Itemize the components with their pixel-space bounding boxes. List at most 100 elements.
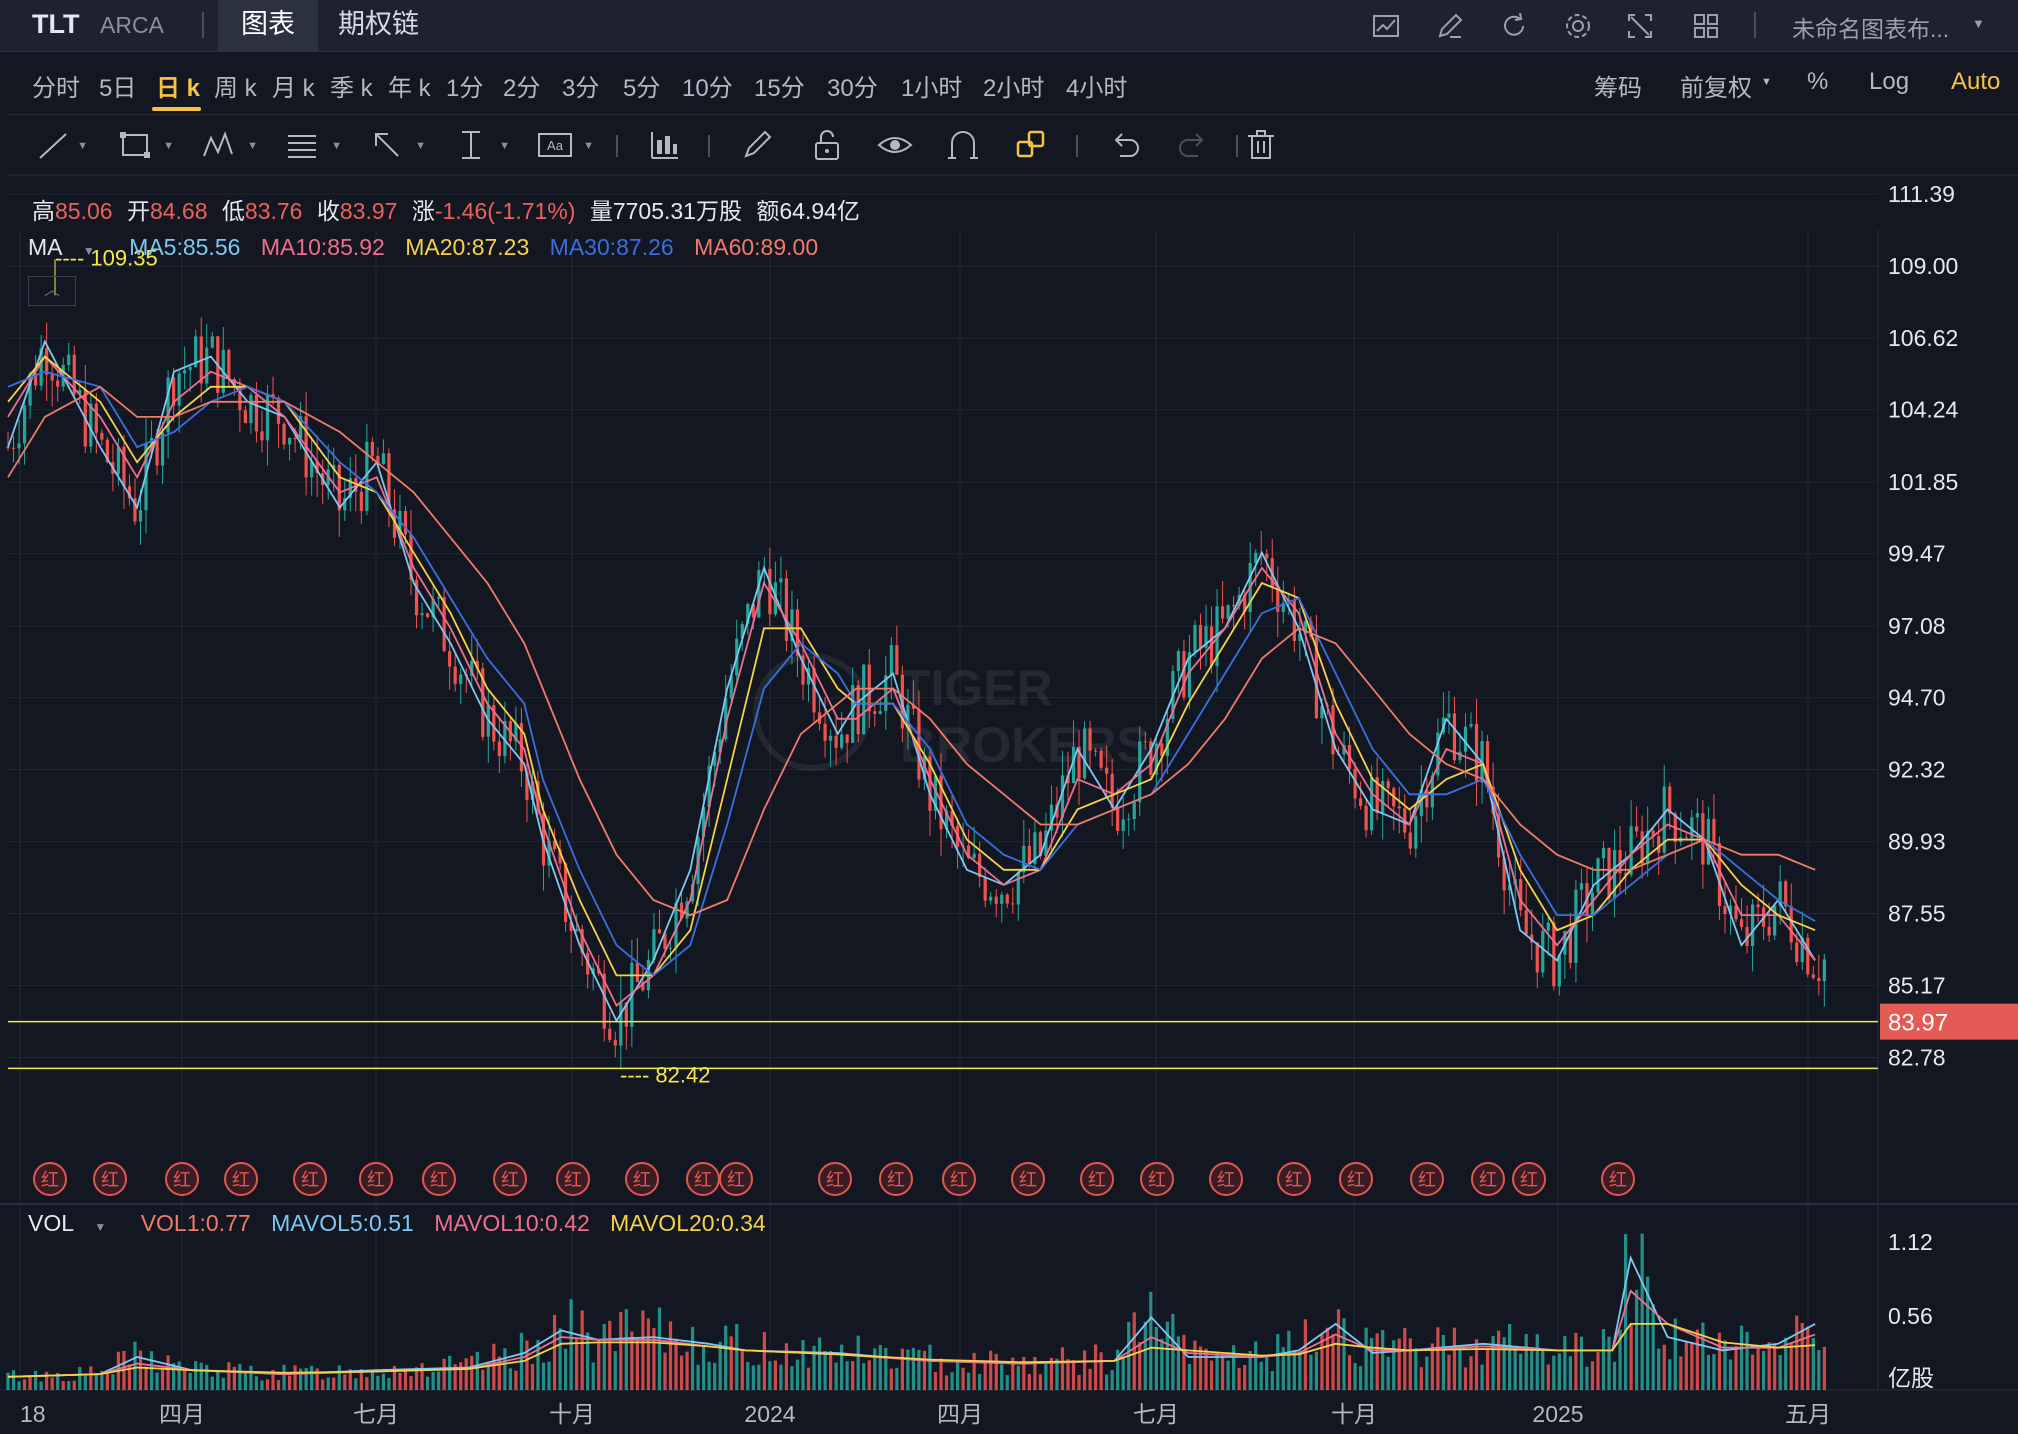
candle-body xyxy=(1474,723,1479,783)
ma-indicator-dropdown[interactable]: MA ▼ xyxy=(28,234,109,260)
volume-bar xyxy=(1347,1355,1352,1390)
candle-body xyxy=(1265,553,1269,559)
indicator-chart-icon[interactable] xyxy=(1368,8,1404,44)
volume-bar xyxy=(409,1376,413,1390)
fibonacci-tool[interactable]: ▼ xyxy=(288,135,342,158)
candle-body xyxy=(1066,775,1070,784)
volume-bar xyxy=(790,1366,794,1390)
price-adjust-dropdown[interactable]: 前复权 xyxy=(1680,75,1752,102)
rectangle-tool[interactable]: ▼ xyxy=(116,126,174,164)
candle-body xyxy=(293,438,297,440)
percent-scale-button[interactable]: % xyxy=(1807,68,1829,95)
period-2min[interactable]: 2分 xyxy=(503,75,541,102)
dividend-badge: 红 xyxy=(1601,1162,1635,1196)
dividend-badge-circle xyxy=(493,1162,527,1196)
period-1hour[interactable]: 1小时 xyxy=(901,75,963,102)
period-yearly[interactable]: 年 k xyxy=(388,75,431,102)
candle-body xyxy=(155,437,159,466)
period-2hour[interactable]: 2小时 xyxy=(983,75,1045,102)
period-15min[interactable]: 15分 xyxy=(754,75,805,102)
auto-scale-button[interactable]: Auto xyxy=(1951,68,2001,95)
candle-body xyxy=(944,810,949,830)
period-5min[interactable]: 5分 xyxy=(623,75,661,102)
candle-body xyxy=(437,597,441,599)
arrow-tool[interactable]: ▼ xyxy=(368,126,426,164)
price-axis-tick: 101.85 xyxy=(1888,469,1958,495)
candle-body xyxy=(840,734,844,748)
candle-body xyxy=(823,723,827,741)
volume-bar xyxy=(1530,1348,1534,1390)
text-tool[interactable]: Aa ▼ xyxy=(536,126,594,164)
link-drawing-icon[interactable] xyxy=(1012,126,1050,164)
settings-gear-icon[interactable] xyxy=(1560,8,1596,44)
dividend-badge: 红 xyxy=(359,1162,393,1196)
candle-body xyxy=(459,674,463,685)
time-axis-label: 四月 xyxy=(159,1401,205,1427)
mavol10-value: MAVOL10:0.42 xyxy=(434,1210,590,1236)
layout-grid-icon[interactable] xyxy=(1688,8,1724,44)
redo-icon[interactable] xyxy=(1174,126,1212,164)
undo-icon[interactable] xyxy=(1106,126,1144,164)
indicator-bars-icon[interactable] xyxy=(646,126,684,164)
visibility-eye-icon[interactable] xyxy=(876,126,914,164)
volume-bar xyxy=(381,1373,386,1390)
low-label: 低 xyxy=(221,198,245,224)
volume-bar xyxy=(784,1343,789,1390)
pattern-tool[interactable]: ▼ xyxy=(200,126,258,164)
symbol-ticker[interactable]: TLT xyxy=(32,9,80,39)
volume-bar xyxy=(1138,1342,1142,1390)
candle-body xyxy=(563,863,568,923)
period-daily[interactable]: 日 k xyxy=(156,75,201,102)
period-quarterly[interactable]: 季 k xyxy=(330,75,373,102)
period-weekly[interactable]: 周 k xyxy=(214,75,257,102)
tab-chart[interactable]: 图表 xyxy=(218,0,318,52)
trend-line-tool[interactable]: ▼ xyxy=(34,126,88,164)
period-1min[interactable]: 1分 xyxy=(446,75,484,102)
volume-bar xyxy=(310,1365,314,1390)
period-monthly[interactable]: 月 k xyxy=(272,75,315,102)
candle-body xyxy=(1397,806,1401,809)
chip-distribution-button[interactable]: 筹码 xyxy=(1594,75,1642,102)
volume-bar xyxy=(707,1361,711,1390)
candle-body xyxy=(1646,830,1650,865)
candle-body xyxy=(641,981,645,991)
volume-bar xyxy=(11,1370,16,1390)
volume-bar xyxy=(398,1372,402,1390)
chevron-down-icon[interactable]: ▼ xyxy=(1972,16,1985,31)
volume-bar xyxy=(1723,1340,1727,1390)
candle-body xyxy=(834,735,838,748)
period-10min[interactable]: 10分 xyxy=(682,75,733,102)
candle-body xyxy=(1485,741,1490,787)
log-scale-button[interactable]: Log xyxy=(1869,68,1910,95)
brush-icon[interactable] xyxy=(738,126,776,164)
divider xyxy=(1076,135,1078,157)
volume-bar xyxy=(856,1335,860,1390)
draw-pen-icon[interactable] xyxy=(1432,8,1468,44)
period-30min[interactable]: 30分 xyxy=(827,75,878,102)
fullscreen-icon[interactable] xyxy=(1622,8,1658,44)
volume-bar xyxy=(575,1338,579,1390)
volume-bar xyxy=(613,1351,617,1390)
price-axis-tick: 89.93 xyxy=(1888,829,1946,855)
measure-tool[interactable]: ▼ xyxy=(462,131,510,159)
delete-trash-icon[interactable] xyxy=(1242,126,1280,164)
collapse-legend-button[interactable]: ︿ xyxy=(28,276,76,306)
volume-bar xyxy=(1552,1355,1556,1390)
layout-name-dropdown[interactable]: 未命名图表布... xyxy=(1792,16,1950,42)
refresh-icon[interactable] xyxy=(1496,8,1532,44)
candle-body xyxy=(1739,919,1744,927)
unlock-icon[interactable] xyxy=(808,126,846,164)
period-4hour[interactable]: 4小时 xyxy=(1066,75,1128,102)
volume-bar xyxy=(238,1363,242,1390)
tab-options-chain[interactable]: 期权链 xyxy=(338,9,419,39)
candle-body xyxy=(1662,786,1666,853)
period-5day[interactable]: 5日 xyxy=(99,75,137,102)
volume-indicator-dropdown[interactable]: VOL ▼ xyxy=(28,1210,120,1236)
magnet-icon[interactable] xyxy=(944,126,982,164)
period-3min[interactable]: 3分 xyxy=(562,75,600,102)
dividend-badge: 红 xyxy=(818,1162,852,1196)
candle-body xyxy=(1590,892,1595,916)
volume-bar xyxy=(944,1375,949,1390)
period-intraday[interactable]: 分时 xyxy=(32,75,80,102)
